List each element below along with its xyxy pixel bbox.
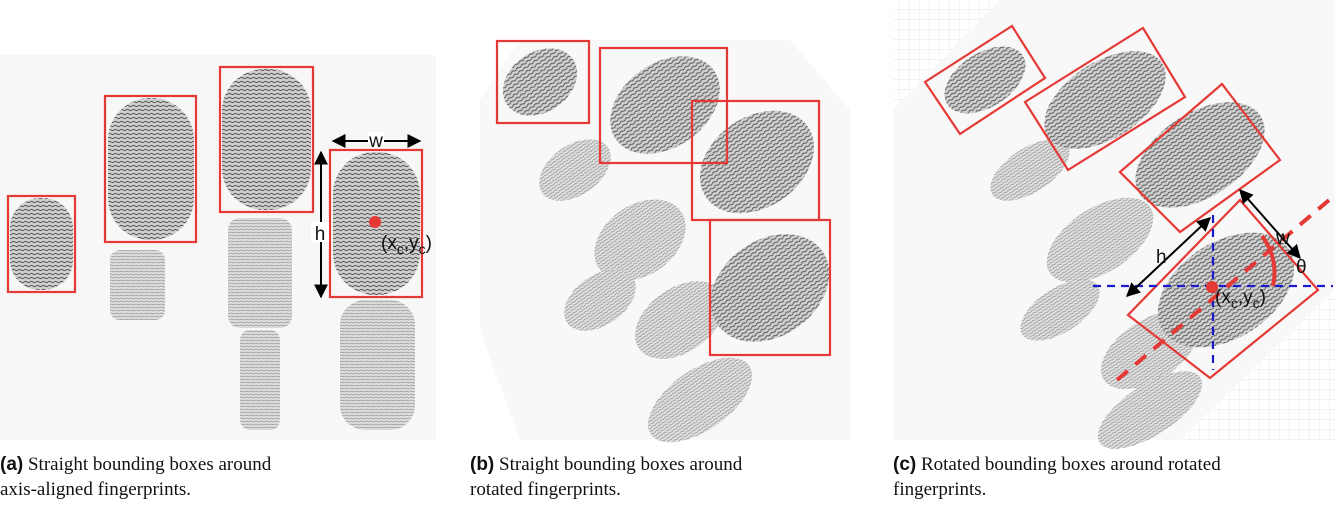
w-label: w — [1275, 228, 1290, 249]
caption: (a) Straight bounding boxes around axis-a… — [0, 452, 271, 502]
caption-label: (a) — [0, 454, 23, 475]
w-label: w — [368, 131, 383, 152]
page: w h (xc,yc) — [0, 0, 1340, 514]
caption: (b) Straight bounding boxes around rotate… — [470, 452, 742, 502]
caption-text: rotated fingerprints. — [470, 479, 621, 500]
h-label: h — [315, 224, 326, 245]
figure: w h (xc,yc) — [0, 0, 1340, 450]
center-dot — [369, 216, 381, 228]
caption-text: Rotated bounding boxes around rotated — [921, 454, 1221, 475]
panel-b-image — [480, 34, 850, 450]
panel-c-image — [893, 0, 1335, 450]
caption-text: fingerprints. — [893, 479, 986, 500]
theta-label: θ — [1296, 257, 1307, 278]
caption-text: Straight bounding boxes around — [28, 454, 271, 475]
caption: (c) Rotated bounding boxes around rotate… — [893, 452, 1221, 502]
caption-text: Straight bounding boxes around — [499, 454, 742, 475]
caption-text: axis-aligned fingerprints. — [0, 479, 191, 500]
panel-a-image — [0, 55, 436, 440]
h-label: h — [1156, 247, 1167, 268]
caption-label: (b) — [470, 454, 494, 475]
caption-label: (c) — [893, 454, 916, 475]
